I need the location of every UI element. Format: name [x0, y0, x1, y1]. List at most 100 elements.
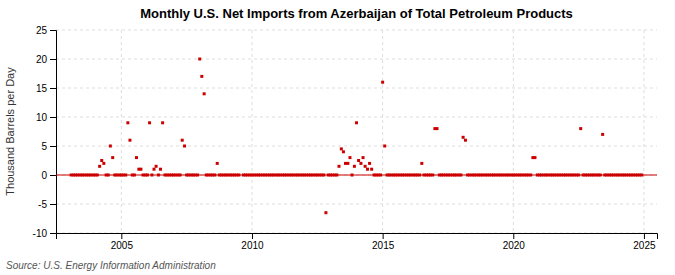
- tick-mark: [513, 233, 514, 239]
- point: [340, 147, 343, 150]
- point: [462, 136, 465, 139]
- point: [359, 162, 362, 165]
- point: [203, 92, 206, 95]
- tick: 2015: [372, 233, 395, 251]
- marks: [56, 58, 657, 215]
- point: [353, 165, 356, 168]
- grid-line: [643, 30, 644, 233]
- point: [322, 174, 325, 177]
- point: [159, 168, 162, 171]
- point: [107, 174, 110, 177]
- tick-label: 10: [36, 112, 48, 123]
- tick-label: 2010: [241, 240, 264, 251]
- tick-mark: [50, 117, 56, 118]
- tick-mark: [121, 233, 122, 239]
- tick: 10: [36, 112, 56, 123]
- title: Monthly U.S. Net Imports from Azerbaijan…: [140, 6, 573, 21]
- point: [357, 159, 360, 162]
- point: [102, 162, 105, 165]
- point: [216, 162, 219, 165]
- grid-line: [56, 88, 657, 89]
- point: [420, 162, 423, 165]
- tick-label: 2020: [503, 240, 526, 251]
- point: [324, 211, 327, 214]
- tick-mark: [50, 88, 56, 89]
- point: [337, 165, 340, 168]
- point: [135, 156, 138, 159]
- annotation: Source: U.S. Energy Information Administ…: [6, 260, 216, 271]
- point: [181, 139, 184, 142]
- axis-line: [57, 234, 658, 240]
- point: [335, 174, 338, 177]
- point: [109, 145, 112, 148]
- point: [579, 127, 582, 130]
- tick: -10: [33, 228, 56, 239]
- point: [379, 174, 382, 177]
- point: [418, 174, 421, 177]
- point: [98, 165, 101, 168]
- point: [96, 174, 99, 177]
- tick-label: -5: [38, 199, 47, 210]
- tick-label: 2025: [633, 240, 656, 251]
- point: [366, 168, 369, 171]
- point: [529, 174, 532, 177]
- point: [124, 174, 127, 177]
- y-axis: -10 -5 0 5 10 15 20 25: [33, 25, 57, 239]
- tick: 2025: [633, 233, 656, 251]
- tick-label: 2005: [111, 240, 134, 251]
- point: [100, 159, 103, 162]
- grid-line: [56, 175, 657, 176]
- point: [599, 174, 602, 177]
- point: [368, 162, 371, 165]
- point: [370, 168, 373, 171]
- point: [601, 133, 604, 136]
- point: [157, 174, 160, 177]
- tick: 20: [36, 54, 56, 65]
- tick-mark: [50, 30, 56, 31]
- point: [348, 156, 351, 159]
- point: [533, 156, 536, 159]
- point: [198, 58, 201, 61]
- point: [155, 165, 158, 168]
- point: [161, 121, 164, 124]
- point: [460, 174, 463, 177]
- point: [146, 174, 149, 177]
- point: [196, 174, 199, 177]
- tick: 5: [41, 141, 56, 152]
- point: [383, 145, 386, 148]
- tick-label: 0: [41, 170, 47, 181]
- point: [183, 145, 186, 148]
- grid-line: [56, 30, 657, 31]
- point: [577, 174, 580, 177]
- point: [381, 81, 384, 84]
- tick: 2020: [503, 233, 526, 251]
- tick-label: 25: [36, 25, 48, 36]
- tick-label: 5: [41, 141, 47, 152]
- point: [152, 168, 155, 171]
- tick-label: 2015: [372, 240, 395, 251]
- point: [139, 168, 142, 171]
- point: [362, 156, 365, 159]
- point: [128, 139, 131, 142]
- tick-label: 15: [36, 83, 48, 94]
- tick-label: 20: [36, 54, 48, 65]
- reference-line: [56, 174, 657, 175]
- point: [355, 121, 358, 124]
- point: [342, 150, 345, 153]
- grid-line: [56, 204, 657, 205]
- point: [351, 174, 354, 177]
- tick: 2005: [111, 233, 134, 251]
- point: [435, 127, 438, 130]
- grid: [56, 30, 657, 233]
- tick: 15: [36, 83, 56, 94]
- point: [148, 121, 151, 124]
- tick-mark: [50, 233, 56, 234]
- tick-mark: [252, 233, 253, 239]
- tick-mark: [50, 59, 56, 60]
- point: [346, 162, 349, 165]
- axis-line: [50, 31, 57, 234]
- grid-line: [251, 30, 252, 233]
- point: [213, 174, 216, 177]
- point: [200, 75, 203, 78]
- tick-mark: [50, 204, 56, 205]
